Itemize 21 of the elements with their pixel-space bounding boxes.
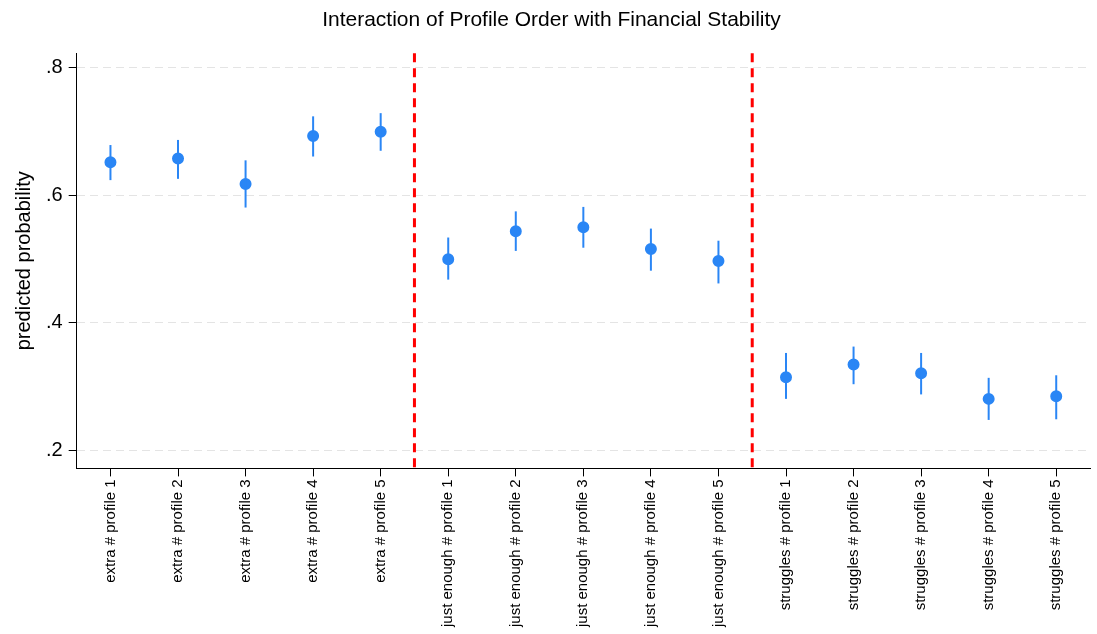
x-tick-label: just enough # profile 4 — [641, 479, 659, 628]
x-tick-label: extra # profile 2 — [168, 479, 186, 583]
x-tick-label: just enough # profile 5 — [708, 479, 726, 628]
y-axis-title: predicted probability — [11, 171, 34, 351]
x-tick-label: just enough # profile 3 — [573, 479, 591, 628]
x-tick-label: struggles # profile 2 — [843, 479, 861, 611]
chart-title: Interaction of Profile Order with Financial Stability — [322, 7, 782, 31]
x-tick-label: extra # profile 1 — [100, 479, 118, 583]
y-tick-label: .8 — [45, 55, 63, 78]
x-tick-label: extra # profile 4 — [303, 479, 321, 583]
x-tick-label: extra # profile 3 — [235, 479, 253, 583]
x-tick-label: struggles # profile 1 — [776, 479, 794, 611]
y-tick-label: .2 — [45, 438, 63, 461]
x-tick-label: struggles # profile 3 — [911, 479, 929, 611]
x-tick-label: struggles # profile 4 — [978, 479, 996, 611]
y-tick-label: .4 — [45, 310, 63, 333]
x-tick-label: extra # profile 5 — [370, 479, 388, 583]
x-tick-label: struggles # profile 5 — [1046, 479, 1064, 611]
y-tick-label: .6 — [45, 182, 63, 205]
x-tick-label: just enough # profile 2 — [505, 479, 523, 628]
x-tick-label: just enough # profile 1 — [438, 479, 456, 628]
